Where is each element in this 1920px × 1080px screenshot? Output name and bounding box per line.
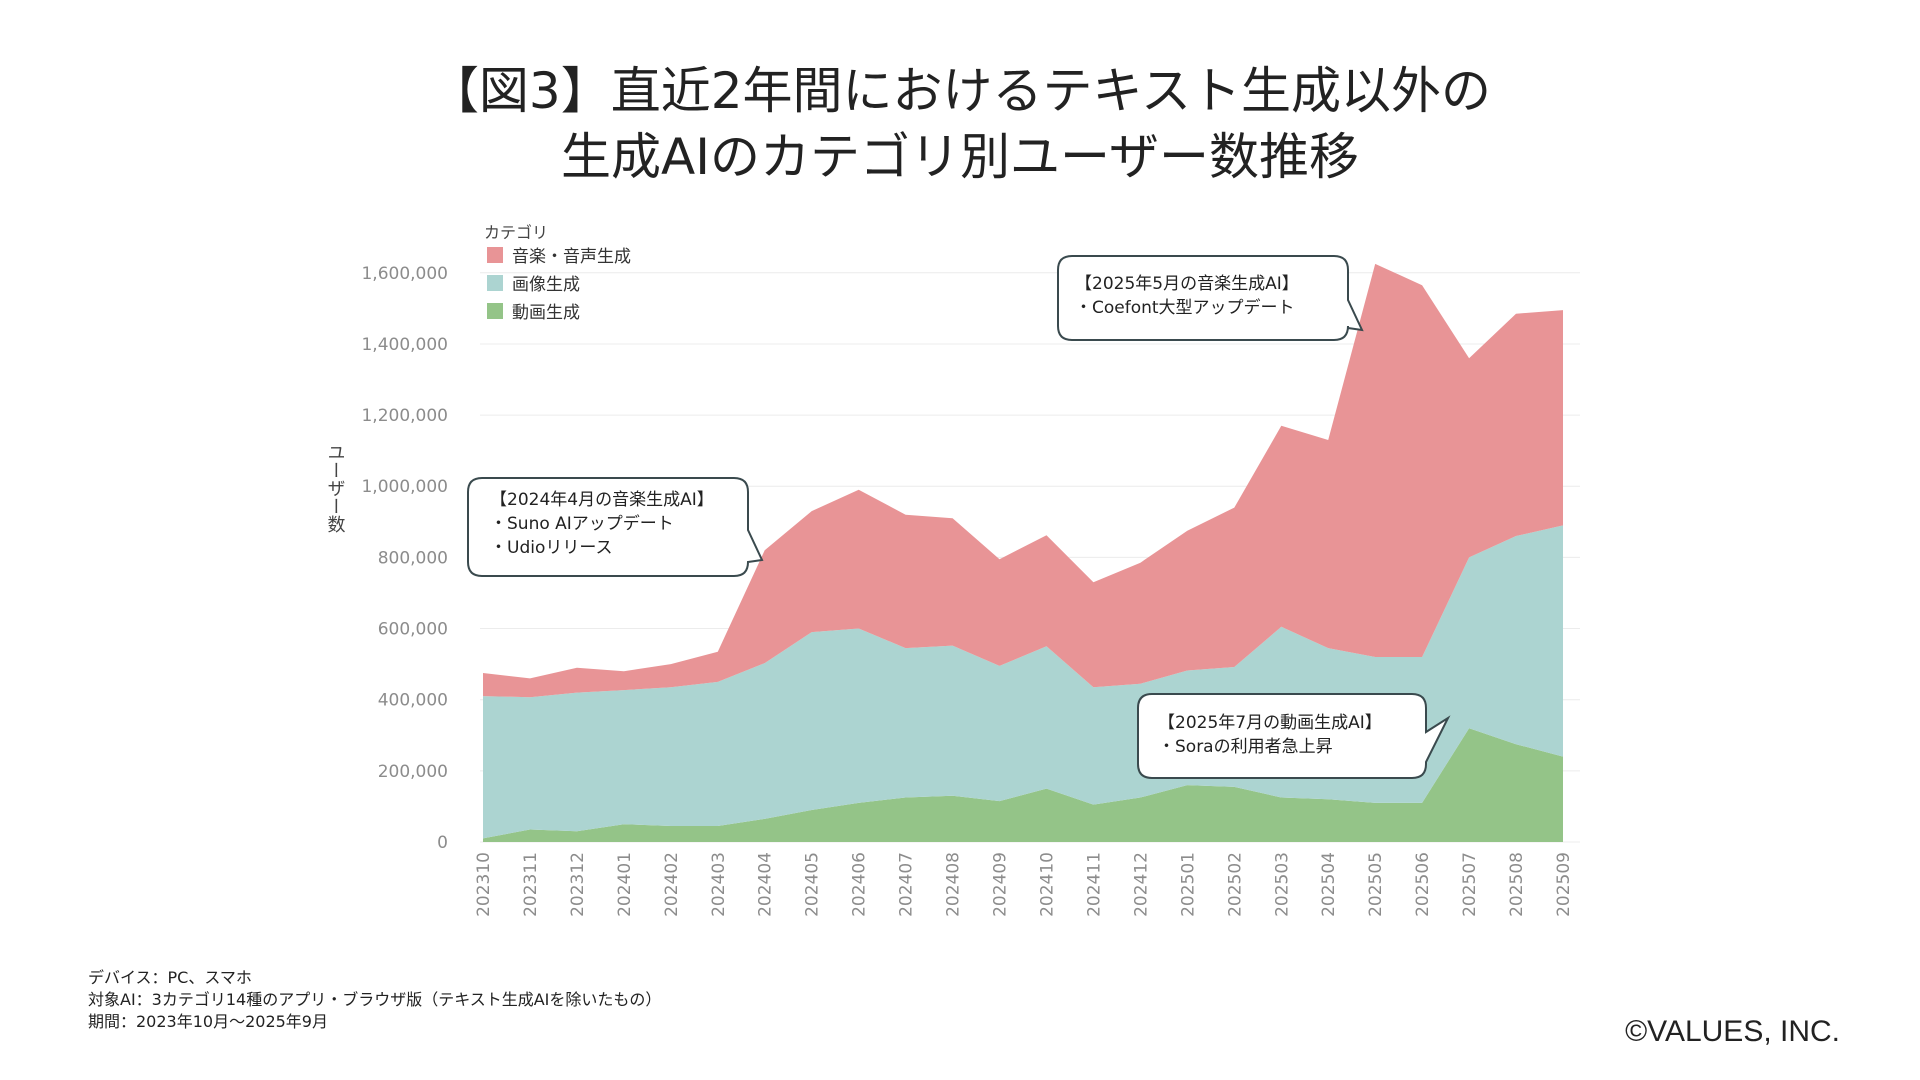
- annotation-2024-04: 【2024年4月の音楽生成AI】 ・Suno AIアップデート ・Udioリリー…: [490, 488, 714, 560]
- x-tick-label: 202505: [1366, 852, 1386, 917]
- x-tick-label: 202501: [1178, 852, 1198, 917]
- callout-bubble-2024-04: [467, 477, 764, 577]
- annotation-2025-07: 【2025年7月の動画生成AI】 ・Soraの利用者急上昇: [1158, 711, 1382, 759]
- legend-label: 音楽・音声生成: [512, 247, 631, 267]
- legend-title: カテゴリ: [484, 223, 548, 242]
- title-line-2: 生成AIのカテゴリ別ユーザー数推移: [561, 128, 1359, 186]
- x-tick-label: 202405: [803, 852, 823, 917]
- callout-bubble-2025-05: [1057, 255, 1364, 341]
- y-tick-label: 0: [437, 833, 448, 853]
- y-tick-label: 800,000: [378, 548, 448, 568]
- y-tick-label: 1,200,000: [361, 406, 448, 426]
- x-tick-label: 202410: [1037, 852, 1057, 917]
- callout-bubble-2025-07: [1137, 693, 1451, 779]
- y-tick-label: 1,000,000: [361, 477, 448, 497]
- annotation-title: 【2024年4月の音楽生成AI】: [490, 490, 714, 510]
- x-tick-label: 202409: [991, 852, 1011, 917]
- x-tick-label: 202402: [662, 852, 682, 917]
- legend-swatch: [487, 275, 503, 291]
- y-tick-label: 400,000: [378, 691, 448, 711]
- x-tick-label: 202408: [944, 852, 964, 917]
- x-tick-label: 202401: [615, 852, 635, 917]
- x-tick-label: 202403: [709, 852, 729, 917]
- x-tick-label: 202504: [1319, 852, 1339, 917]
- y-tick-label: 200,000: [378, 762, 448, 782]
- footnote-period: 期間：2023年10月〜2025年9月: [88, 1012, 328, 1031]
- y-tick-label: 600,000: [378, 620, 448, 640]
- legend-swatch: [487, 303, 503, 319]
- x-tick-label: 202311: [521, 852, 541, 917]
- legend-swatch: [487, 247, 503, 263]
- y-tick-label: 1,400,000: [361, 335, 448, 355]
- x-tick-label: 202310: [474, 852, 494, 917]
- x-tick-label: 202404: [756, 852, 776, 917]
- x-tick-label: 202412: [1131, 852, 1151, 917]
- annotation-line: ・Suno AIアップデート: [490, 514, 674, 534]
- x-tick-label: 202502: [1225, 852, 1245, 917]
- x-tick-label: 202406: [850, 852, 870, 917]
- annotation-line: ・Udioリリース: [490, 538, 613, 558]
- stacked-area-chart: 0 200,000 400,000 600,000 800,000 1,000,000 1,…: [325, 223, 1580, 917]
- annotation-2025-05: 【2025年5月の音楽生成AI】 ・Coefont大型アップデート: [1075, 272, 1299, 320]
- x-tick-label: 202411: [1084, 852, 1104, 917]
- legend-label: 動画生成: [512, 303, 580, 323]
- annotation-line: ・Coefont大型アップデート: [1075, 298, 1295, 318]
- area-series-0: [483, 728, 1563, 842]
- x-tick-label: 202509: [1554, 852, 1574, 917]
- legend-label: 画像生成: [512, 275, 580, 295]
- x-tick-label: 202507: [1460, 852, 1480, 917]
- x-tick-label: 202508: [1507, 852, 1527, 917]
- x-tick-label: 202312: [568, 852, 588, 917]
- x-tick-label: 202407: [897, 852, 917, 917]
- footnote-device: デバイス：PC、スマホ: [88, 968, 252, 987]
- area-series-2: [483, 263, 1563, 698]
- footnote-target: 対象AI：3カテゴリ14種のアプリ・ブラウザ版（テキスト生成AIを除いたもの）: [88, 990, 662, 1009]
- x-tick-label: 202503: [1272, 852, 1292, 917]
- footnotes: デバイス：PC、スマホ 対象AI：3カテゴリ14種のアプリ・ブラウザ版（テキスト…: [88, 967, 661, 1033]
- y-tick-label: 1,600,000: [361, 264, 448, 284]
- annotation-title: 【2025年5月の音楽生成AI】: [1075, 274, 1299, 294]
- chart-title: 【図3】直近2年間におけるテキスト生成以外の 生成AIのカテゴリ別ユーザー数推移: [0, 58, 1920, 190]
- annotation-title: 【2025年7月の動画生成AI】: [1158, 713, 1382, 733]
- title-line-1: 【図3】直近2年間におけるテキスト生成以外の: [428, 62, 1492, 120]
- x-tick-label: 202506: [1413, 852, 1433, 917]
- annotation-line: ・Soraの利用者急上昇: [1158, 737, 1333, 757]
- y-axis-label: ユーザー数: [325, 443, 346, 533]
- copyright: ©VALUES, INC.: [1625, 1015, 1840, 1048]
